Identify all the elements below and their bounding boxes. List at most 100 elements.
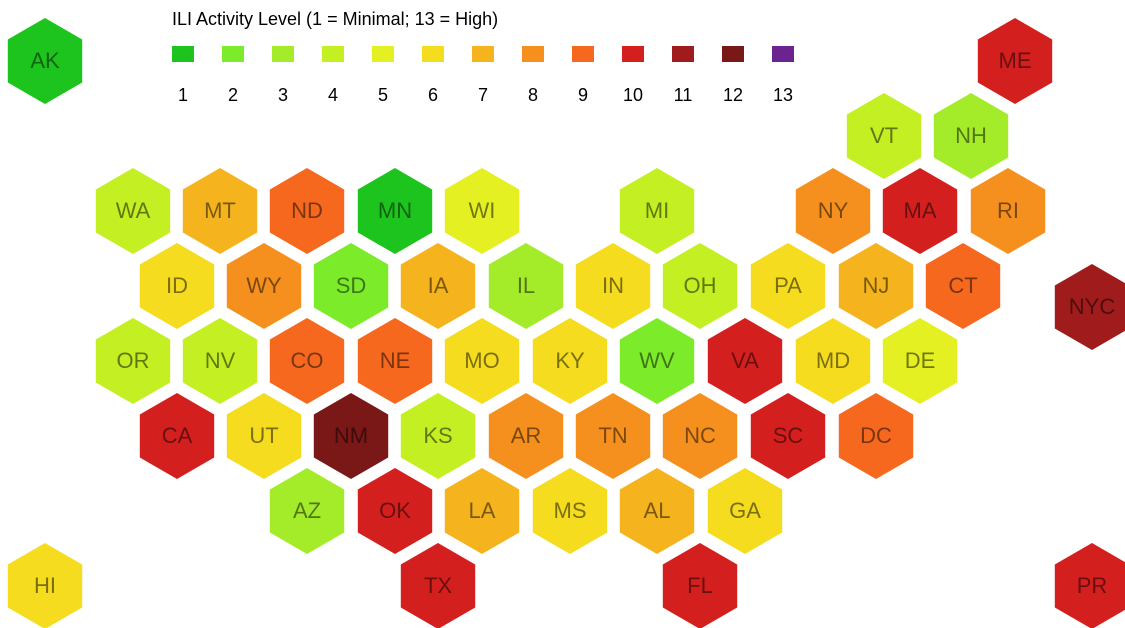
state-label: MN	[378, 198, 412, 223]
state-hex	[838, 393, 914, 479]
state-hex	[269, 168, 345, 254]
state-hex	[444, 168, 520, 254]
state-hex	[226, 393, 302, 479]
legend-swatch	[172, 46, 194, 62]
state-hex	[619, 468, 695, 554]
state-label: MS	[554, 498, 587, 523]
state-hex	[707, 318, 783, 404]
legend-label: 10	[623, 85, 643, 105]
legend-swatch	[672, 46, 694, 62]
state-hex	[977, 18, 1053, 104]
state-hex	[313, 243, 389, 329]
state-hex	[1054, 543, 1125, 628]
state-hex	[400, 543, 476, 628]
state-hex	[357, 468, 433, 554]
state-hex	[400, 393, 476, 479]
state-hex	[882, 168, 958, 254]
state-hex	[488, 243, 564, 329]
state-label: IL	[517, 273, 535, 298]
state-hex	[400, 243, 476, 329]
legend-label: 9	[578, 85, 588, 105]
legend-swatch	[572, 46, 594, 62]
legend-swatch	[522, 46, 544, 62]
state-label: DC	[860, 423, 892, 448]
state-hex	[970, 168, 1046, 254]
state-hex	[444, 318, 520, 404]
state-label: FL	[687, 573, 713, 598]
state-hex	[488, 393, 564, 479]
state-hex	[925, 243, 1001, 329]
state-label: ME	[999, 48, 1032, 73]
state-hex	[357, 168, 433, 254]
state-hex	[7, 18, 83, 104]
state-label: VT	[870, 123, 898, 148]
state-hex	[444, 468, 520, 554]
state-hex	[619, 318, 695, 404]
state-hex	[795, 168, 871, 254]
state-label: NE	[380, 348, 411, 373]
state-label: CT	[948, 273, 977, 298]
state-label: WV	[639, 348, 675, 373]
state-label: WY	[246, 273, 282, 298]
state-hex	[846, 93, 922, 179]
state-hex	[532, 318, 608, 404]
state-label: RI	[997, 198, 1019, 223]
state-hex	[662, 393, 738, 479]
state-label: AL	[644, 498, 671, 523]
state-label: PR	[1077, 573, 1108, 598]
state-hex	[269, 318, 345, 404]
state-label: AK	[30, 48, 60, 73]
state-label: NC	[684, 423, 716, 448]
legend-swatch	[422, 46, 444, 62]
state-hex	[357, 318, 433, 404]
state-hex	[182, 168, 258, 254]
legend-swatch	[372, 46, 394, 62]
state-label: WI	[469, 198, 496, 223]
legend-swatch	[222, 46, 244, 62]
legend-label: 7	[478, 85, 488, 105]
legend-swatch	[322, 46, 344, 62]
state-label: ID	[166, 273, 188, 298]
legend-label: 2	[228, 85, 238, 105]
state-label: SD	[336, 273, 367, 298]
state-label: VA	[731, 348, 759, 373]
state-hex	[750, 243, 826, 329]
state-hex	[269, 468, 345, 554]
legend-label: 3	[278, 85, 288, 105]
state-label: OK	[379, 498, 411, 523]
state-label: KS	[423, 423, 452, 448]
state-label: MT	[204, 198, 236, 223]
state-hex	[795, 318, 871, 404]
legend-swatch	[722, 46, 744, 62]
legend-swatch	[622, 46, 644, 62]
state-hex	[662, 243, 738, 329]
state-label: MI	[645, 198, 669, 223]
state-label: TX	[424, 573, 452, 598]
state-label: HI	[34, 573, 56, 598]
state-hex	[619, 168, 695, 254]
legend-swatch	[472, 46, 494, 62]
state-label: NY	[818, 198, 849, 223]
state-hex	[882, 318, 958, 404]
legend-title: ILI Activity Level (1 = Minimal; 13 = Hi…	[172, 9, 498, 29]
state-label: OH	[684, 273, 717, 298]
state-label: DE	[905, 348, 936, 373]
state-hex	[933, 93, 1009, 179]
state-hex	[226, 243, 302, 329]
legend-label: 6	[428, 85, 438, 105]
state-hex	[313, 393, 389, 479]
state-label: NV	[205, 348, 236, 373]
legend-label: 5	[378, 85, 388, 105]
state-label: WA	[116, 198, 151, 223]
state-label: LA	[469, 498, 496, 523]
state-label: NM	[334, 423, 368, 448]
state-label: TN	[598, 423, 627, 448]
legend-label: 12	[723, 85, 743, 105]
state-hex	[182, 318, 258, 404]
state-label: UT	[249, 423, 278, 448]
state-hex	[575, 243, 651, 329]
state-hex	[707, 468, 783, 554]
state-hex	[575, 393, 651, 479]
